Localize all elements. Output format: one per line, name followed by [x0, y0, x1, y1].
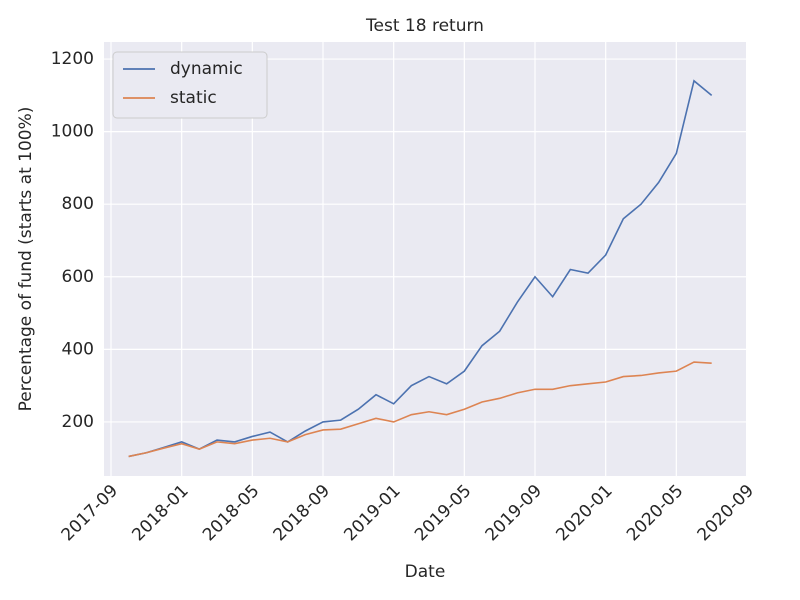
- x-axis-label: Date: [405, 562, 446, 582]
- y-tick-label: 1200: [51, 49, 94, 69]
- chart-title: Test 18 return: [365, 16, 484, 36]
- legend-label: dynamic: [170, 59, 243, 79]
- x-tick-label: 2018-09: [270, 481, 334, 545]
- y-tick-label: 400: [62, 339, 94, 359]
- x-tick-label: 2019-09: [482, 481, 546, 545]
- x-tick-label: 2020-09: [694, 481, 758, 545]
- x-tick-label: 2019-05: [411, 481, 475, 545]
- y-tick-label: 800: [62, 194, 94, 214]
- legend-label: static: [170, 88, 217, 108]
- line: [128, 79, 713, 458]
- line: [128, 361, 712, 458]
- x-tick-label: 2017-09: [58, 481, 122, 545]
- x-tick-label: 2020-01: [552, 481, 616, 545]
- y-tick-label: 600: [62, 267, 94, 287]
- y-tick-label: 1000: [51, 122, 94, 142]
- x-tick-label: 2018-01: [128, 481, 192, 545]
- x-tick-label: 2018-05: [199, 481, 263, 545]
- y-tick-label: 200: [62, 412, 94, 432]
- y-axis-label: Percentage of fund (starts at 100%): [16, 107, 36, 412]
- x-tick-label: 2019-01: [340, 481, 404, 545]
- x-tick-label: 2020-05: [623, 481, 687, 545]
